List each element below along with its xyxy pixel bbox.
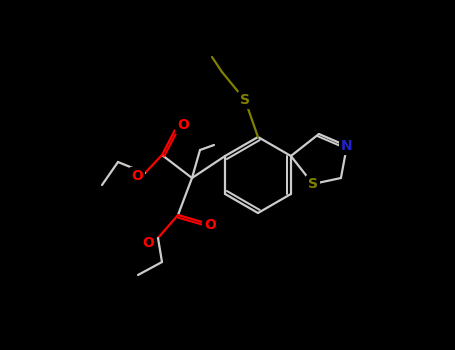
Text: S: S: [308, 177, 318, 191]
Text: O: O: [177, 118, 189, 132]
Text: N: N: [341, 139, 353, 153]
Text: O: O: [204, 218, 216, 232]
Text: O: O: [142, 236, 154, 250]
Text: S: S: [240, 93, 250, 107]
Text: O: O: [131, 169, 143, 183]
